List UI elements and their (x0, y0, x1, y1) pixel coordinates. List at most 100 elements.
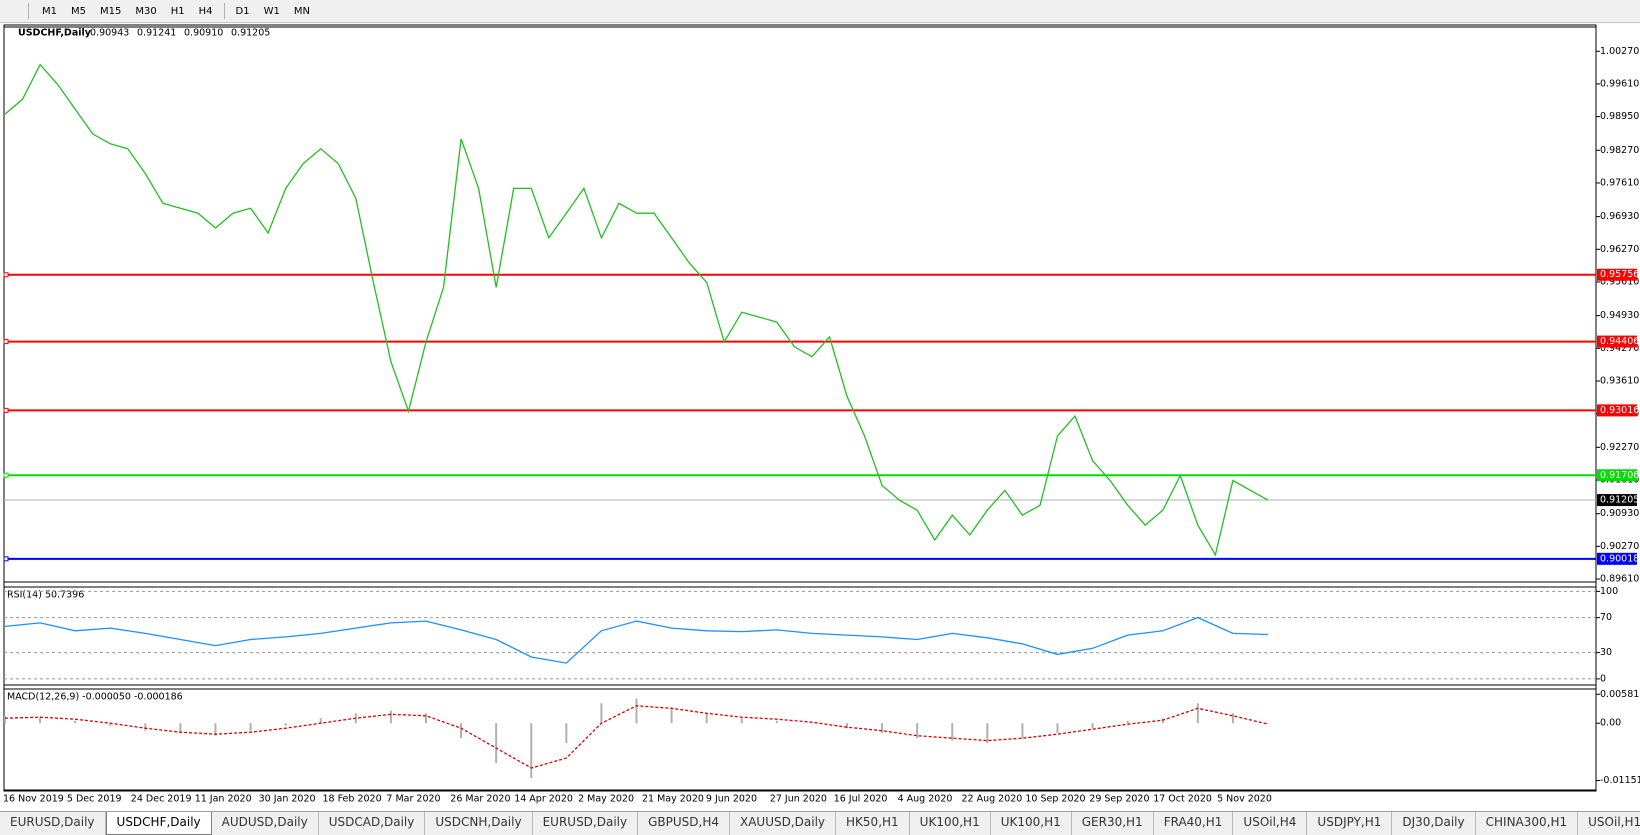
indicator-title: MACD(12,26,9) -0.000050 -0.000186 (7, 692, 183, 703)
y-tick-label: 0.99610 (1600, 78, 1639, 89)
y-tick-label: 0.90270 (1600, 541, 1639, 552)
panel-frame (3, 688, 1597, 791)
level-handle (3, 407, 9, 413)
chart-tab[interactable]: DJ30,Daily (1392, 812, 1476, 835)
chart-tab[interactable]: HK50,H1 (836, 812, 910, 835)
macd-histogram-bar (179, 723, 182, 734)
date-label: 5 Dec 2019 (67, 794, 122, 805)
macd-histogram-bar (565, 723, 568, 744)
chart-tab[interactable]: USOil,H4 (1233, 812, 1308, 835)
y-tick-label: 0.00 (1600, 718, 1621, 729)
macd-histogram-bar (4, 715, 6, 724)
date-label: 17 Oct 2020 (1153, 794, 1212, 805)
macd-histogram-bar (214, 723, 217, 736)
date-label: 14 Apr 2020 (514, 794, 573, 805)
timeframe-button[interactable]: H1 (170, 5, 185, 17)
macd-histogram-bar (1091, 723, 1094, 729)
y-tick-label: 1.00270 (1600, 46, 1639, 57)
y-tick-label: 70 (1600, 612, 1612, 623)
chart-tab[interactable]: USDCHF,Daily (105, 812, 212, 835)
macd-histogram-bar (1056, 723, 1059, 734)
y-tick-label: -0.011514 (1600, 775, 1640, 786)
chart-tab[interactable]: UK100,H1 (910, 812, 991, 835)
y-tick-label: 0.94270 (1600, 343, 1639, 354)
chart-tab[interactable]: USDCAD,Daily (319, 812, 426, 835)
level-handle (3, 472, 9, 478)
level-label-box (1597, 469, 1637, 482)
macd-histogram-bar (670, 708, 673, 724)
date-label: 18 Feb 2020 (323, 794, 382, 805)
chart-tab[interactable]: AUDUSD,Daily (212, 812, 319, 835)
date-label: 30 Jan 2020 (259, 794, 316, 805)
y-tick-label: 0.96270 (1600, 244, 1639, 255)
macd-histogram-bar (284, 723, 287, 726)
chart-tab[interactable]: UK100,H1 (991, 812, 1072, 835)
chart-tab[interactable]: CHINA300,H1 (1476, 812, 1579, 835)
macd-histogram-bar (109, 723, 112, 726)
macd-histogram-bar (144, 723, 147, 731)
y-tick-label: 0.005818 (1600, 689, 1640, 700)
macd-histogram-bar (1267, 723, 1269, 724)
chart-tab[interactable]: USOil,H1 (1578, 812, 1640, 835)
date-label: 29 Sep 2020 (1089, 794, 1149, 805)
chart-tab[interactable]: GBPUSD,H4 (638, 812, 730, 835)
macd-histogram-bar (600, 703, 603, 724)
macd-histogram-bar (635, 698, 638, 724)
chart-window: USDCHF,Daily 0.90943 0.91241 0.90910 0.91205… (3, 24, 1640, 805)
level-label-box (1597, 552, 1637, 565)
timeframe-button[interactable]: M5 (71, 5, 86, 17)
current-price-box (1597, 494, 1637, 507)
macd-histogram-bar (810, 723, 813, 724)
macd-histogram-bar (319, 718, 322, 724)
chart-tab[interactable]: GER30,H1 (1072, 812, 1154, 835)
chart-tab[interactable]: EURUSD,Daily (533, 812, 639, 835)
chart-tab[interactable]: FRA40,H1 (1154, 812, 1234, 835)
level-label-box (1597, 404, 1637, 417)
chart-tab[interactable]: USDJPY,H1 (1307, 812, 1393, 835)
timeframe-button[interactable]: D1 (235, 5, 250, 17)
tab-bar: EURUSD,Daily USDCHF,Daily AUDUSD,Daily USDC… (0, 811, 1640, 835)
date-label: 2 May 2020 (578, 794, 634, 805)
ohlc-value: 0.91241 (137, 28, 176, 39)
timeframe-button[interactable]: MN (293, 5, 310, 17)
macd-histogram-bar (249, 723, 252, 731)
level-label-box (1597, 335, 1637, 348)
y-tick-label: 0.96930 (1600, 211, 1639, 222)
y-tick-label: 0.90930 (1600, 508, 1639, 519)
timeframe-button[interactable]: W1 (263, 5, 280, 17)
level-label: 0.95756 (1600, 269, 1639, 280)
macd-histogram-bar (530, 723, 533, 778)
y-tick-label: 0.92270 (1600, 442, 1639, 453)
y-tick-label: 0 (1600, 673, 1606, 684)
macd-histogram-bar (916, 723, 919, 739)
timeframe-button[interactable]: M1 (42, 5, 57, 17)
chart-tab[interactable]: XAUUSD,Daily (730, 812, 837, 835)
indicator-title: RSI(14) 50.7396 (7, 590, 84, 601)
timeframe-button[interactable]: M30 (135, 5, 157, 17)
level-label: 0.93016 (1600, 405, 1639, 416)
price-line (4, 63, 1269, 557)
current-price-label: 0.91205 (1600, 495, 1639, 506)
date-label: 26 Mar 2020 (450, 794, 510, 805)
macd-histogram-bar (740, 718, 743, 724)
separator (223, 3, 225, 19)
macd-histogram-bar (74, 720, 77, 724)
macd-histogram-bar (1231, 713, 1234, 724)
timeframe-button[interactable]: H4 (198, 5, 213, 17)
chart-tab[interactable]: EURUSD,Daily (0, 812, 106, 835)
macd-histogram-bar (495, 723, 498, 764)
date-label: 22 Aug 2020 (962, 794, 1023, 805)
y-tick-label: 30 (1600, 647, 1612, 658)
date-label: 4 Aug 2020 (898, 794, 953, 805)
date-label: 9 Jun 2020 (706, 794, 757, 805)
y-tick-label: 0.98270 (1600, 145, 1639, 156)
y-tick-label: 0.93610 (1600, 375, 1639, 386)
level-label: 0.91706 (1600, 470, 1639, 481)
symbol-label: USDCHF,Daily (18, 28, 92, 39)
macd-histogram-bar (775, 720, 778, 724)
chart-tab[interactable]: USDCNH,Daily (425, 812, 533, 835)
panel-frame (3, 26, 1597, 583)
macd-histogram-bar (986, 723, 989, 744)
timeframe-button[interactable]: M15 (100, 5, 122, 17)
